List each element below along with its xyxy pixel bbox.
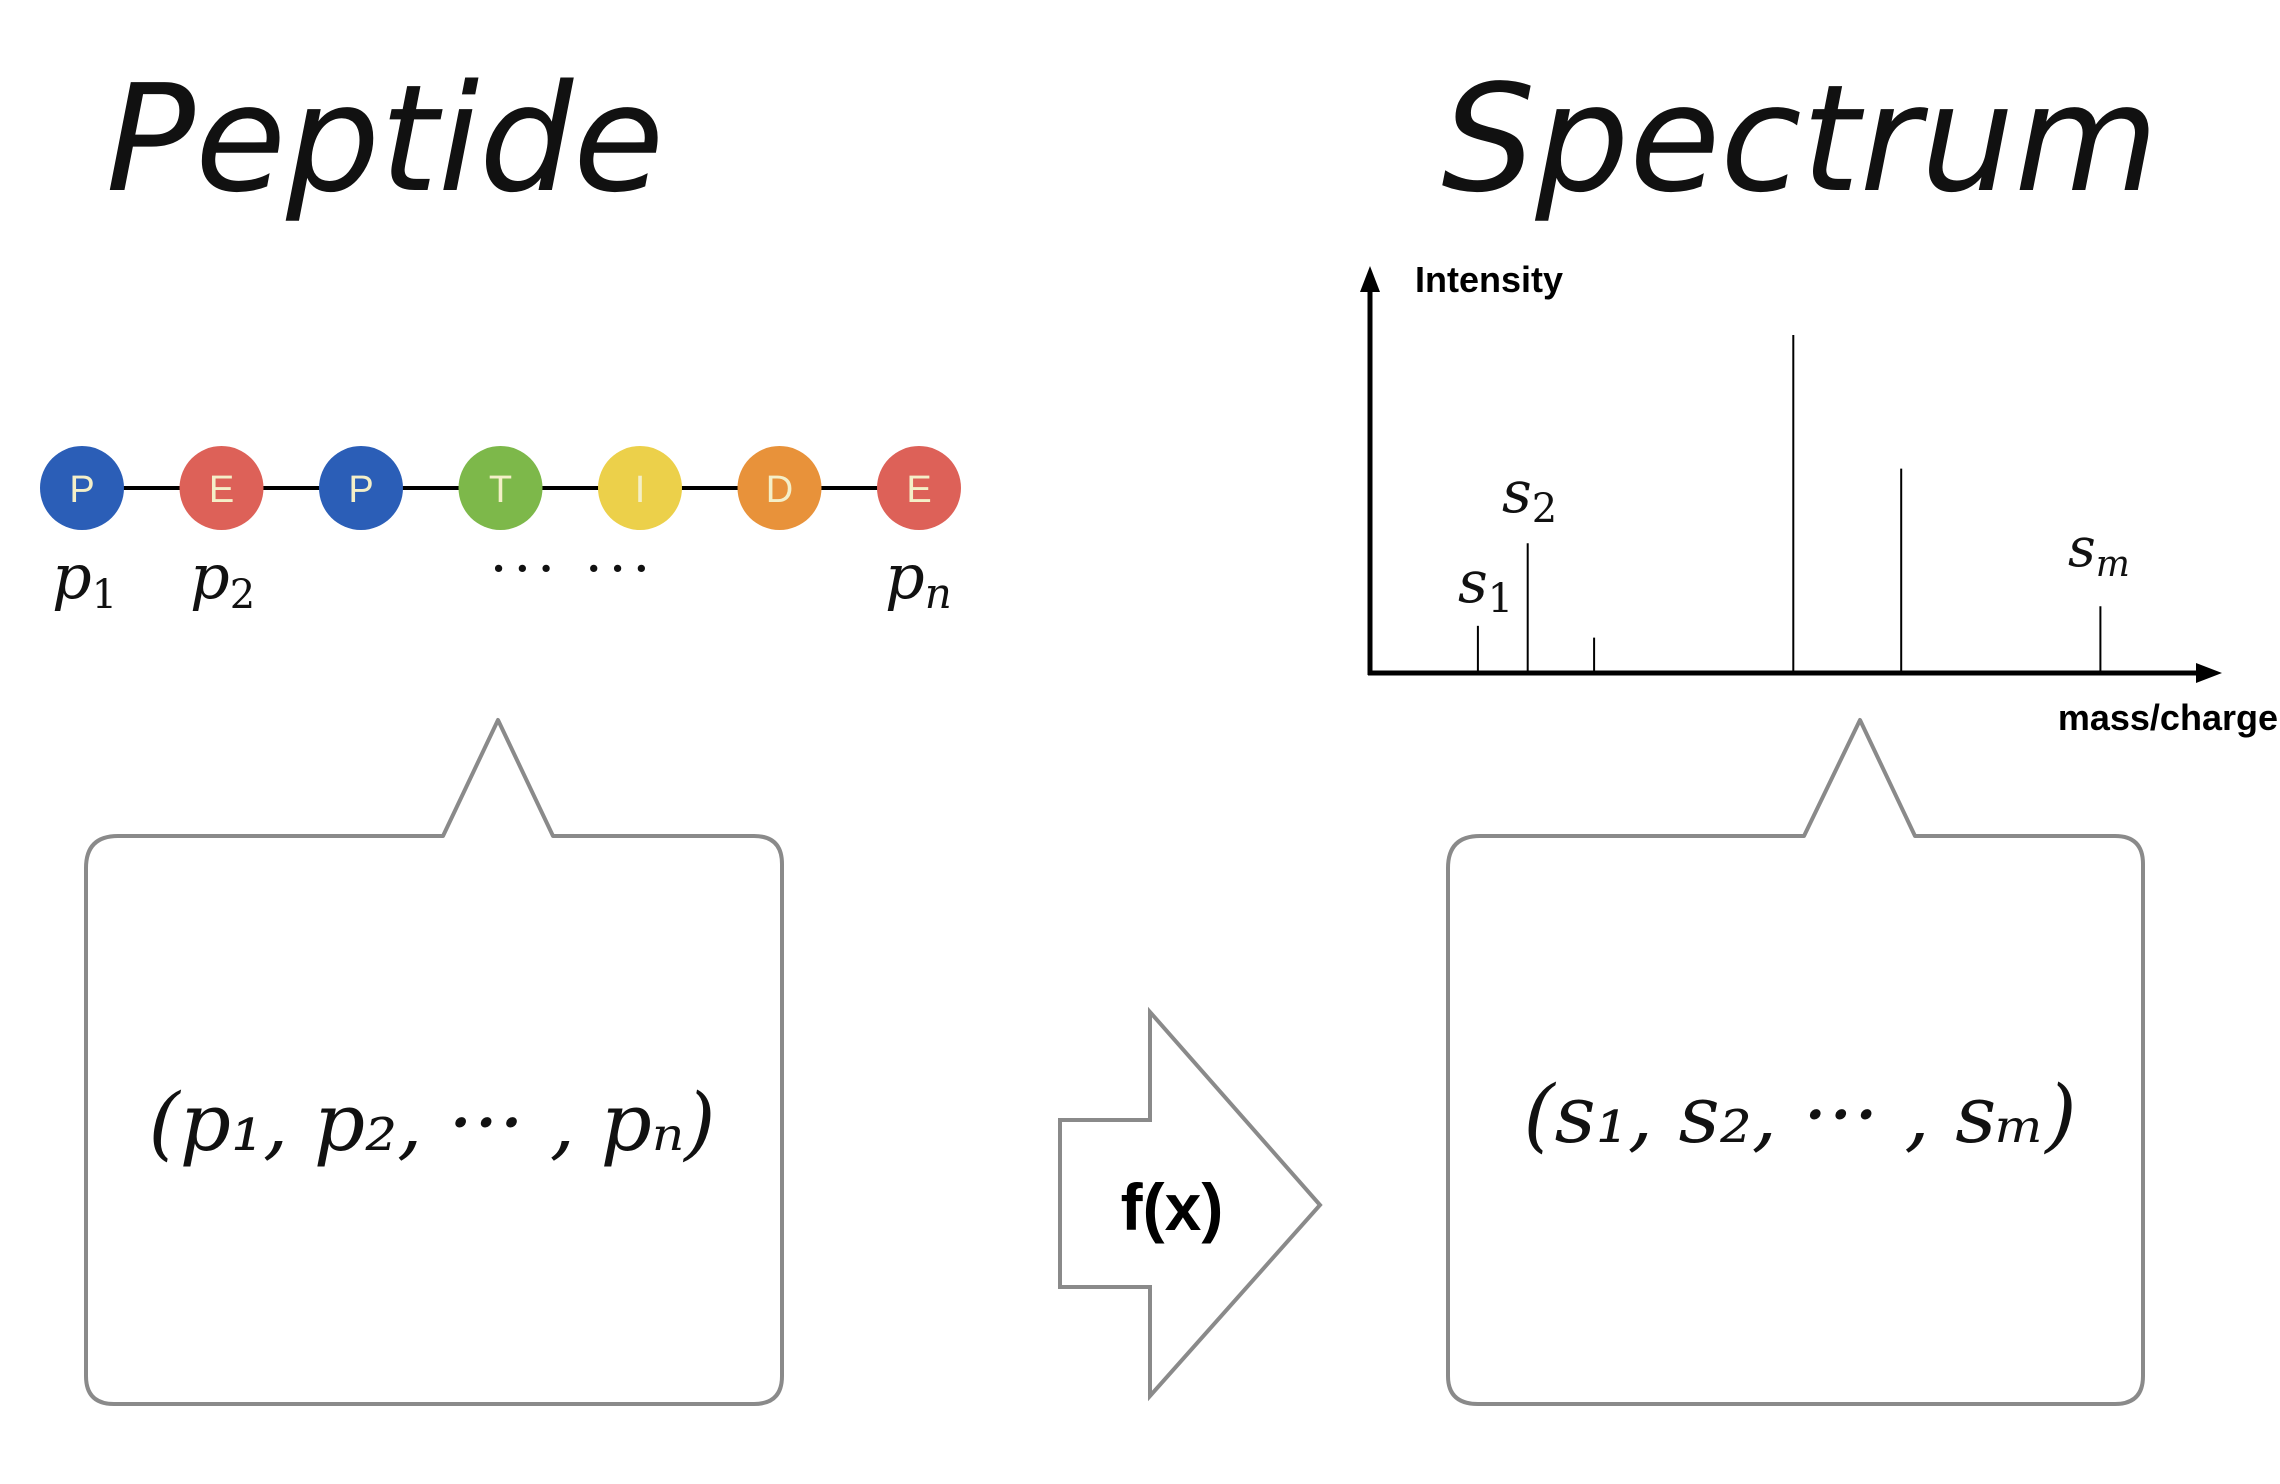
residue-labels: p1 p2 ··· ··· pn [52, 537, 952, 618]
spectrum-chart: Intensity mass/charge s1 s2 sm [1360, 259, 2278, 738]
residue-letter-3: P [348, 469, 373, 511]
residue-bead-1 [40, 446, 124, 530]
residue-letter-4: T [489, 469, 512, 511]
residue-ellipsis: ··· ··· [490, 537, 657, 602]
residue-bead-5 [598, 446, 682, 530]
spectrum-tuple-bubble [1446, 718, 2145, 1406]
residue-label-p1: p1 [52, 540, 117, 618]
peak-label-sm: sm [2068, 516, 2130, 585]
x-axis-label: mass/charge [2058, 697, 2278, 738]
residue-bead-7 [877, 446, 961, 530]
peak-label-s1: s1 [1458, 548, 1513, 622]
transform-arrow [1058, 1006, 1323, 1402]
peptide-title: Peptide [106, 53, 664, 225]
residue-letter-5: I [635, 469, 646, 511]
residue-bead-4 [458, 446, 543, 530]
residue-letter-7: E [906, 469, 931, 511]
spectrum-title: Spectrum [1441, 53, 2158, 225]
residue-letter-6: D [766, 469, 793, 511]
peptide-tuple: (p₁, p₂, ··· , pₙ) [149, 1076, 716, 1169]
residue-bead-2 [179, 446, 264, 530]
peak-label-s2: s2 [1502, 458, 1557, 532]
y-axis-arrowhead [1360, 266, 1380, 292]
peptide-tuple-bubble [84, 718, 784, 1406]
residue-bead-3 [319, 446, 403, 530]
y-axis-label: Intensity [1415, 259, 1563, 300]
x-axis-arrowhead [2196, 663, 2222, 683]
residue-letter-1: P [69, 469, 94, 511]
spectrum-peaks [1476, 335, 2102, 673]
residue-bead-6 [737, 446, 822, 530]
residue-letter-2: E [209, 469, 234, 511]
transform-function-label: f(x) [1121, 1170, 1224, 1244]
residue-label-p2: p2 [190, 540, 255, 618]
spectrum-tuple: (s₁, s₂, ··· , sₘ) [1523, 1068, 2076, 1161]
residue-label-pn: pn [885, 540, 952, 618]
